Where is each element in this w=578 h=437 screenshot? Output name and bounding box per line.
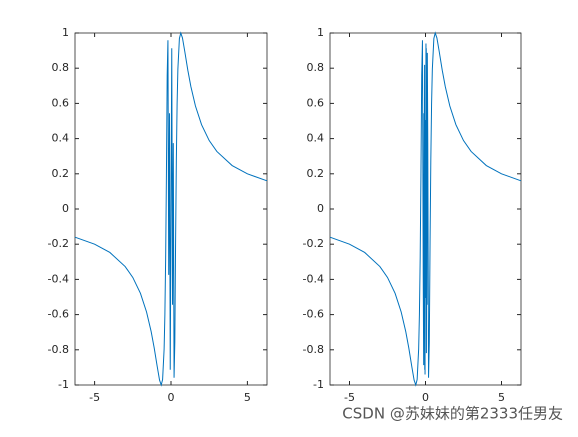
y-tick-label: -0.6 [48,308,69,321]
y-tick-label: 1 [62,26,69,39]
y-tick-label: 0.4 [52,132,70,145]
y-tick-label: 0.6 [52,96,70,109]
y-tick-label: 0 [62,202,69,215]
y-tick-label: 0.8 [307,61,325,74]
y-tick-label: -0.2 [303,237,324,250]
y-tick-label: 0.6 [307,96,325,109]
y-tick-label: 0 [317,202,324,215]
y-tick-label: -1 [313,378,324,391]
watermark: CSDN @苏妹妹的第2333任男友 [342,405,563,423]
y-tick-label: -0.4 [48,272,69,285]
y-tick-label: 0.8 [52,61,70,74]
y-tick-label: -0.2 [48,237,69,250]
y-tick-label: 0.2 [52,167,70,180]
line [329,31,522,387]
x-tick-label: 5 [498,391,505,404]
x-tick-label: 0 [422,391,429,404]
y-tick-label: -0.8 [48,343,69,356]
y-tick-label: -0.4 [303,272,324,285]
y-tick-label: 0.2 [307,167,325,180]
y-tick-label: -1 [58,378,69,391]
line [74,31,268,387]
y-tick-label: 1 [317,26,324,39]
x-tick-label: -5 [89,391,100,404]
x-tick-label: 5 [244,391,251,404]
x-tick-label: 0 [168,391,175,404]
x-tick-label: -5 [344,391,355,404]
y-tick-label: -0.6 [303,308,324,321]
y-tick-label: -0.8 [303,343,324,356]
y-tick-label: 0.4 [307,132,325,145]
